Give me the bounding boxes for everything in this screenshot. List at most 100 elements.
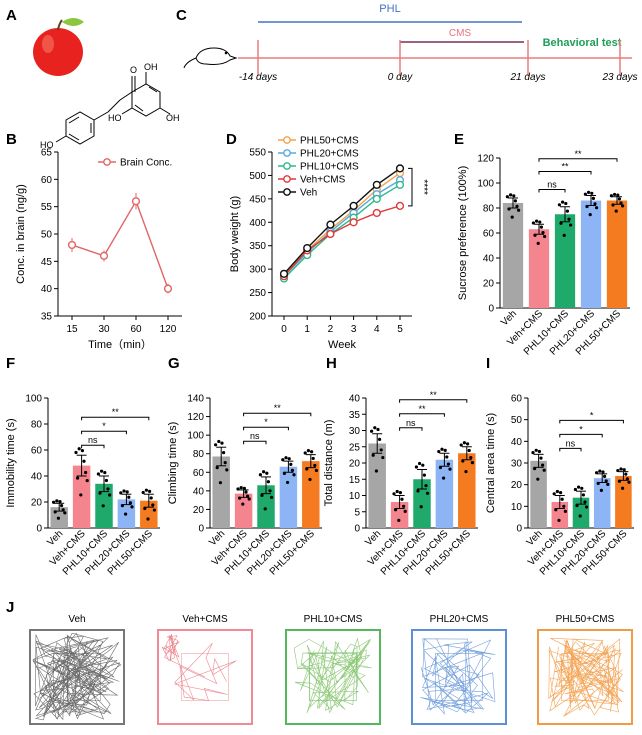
individual-point: [79, 493, 83, 497]
y-tick-label: 0: [516, 524, 522, 535]
y-axis-label: Conc. in brain (ng/g): [15, 184, 27, 284]
y-tick-label: 140: [187, 394, 204, 405]
individual-point: [627, 480, 631, 484]
bar: [234, 493, 253, 528]
individual-point: [303, 451, 307, 455]
individual-point: [564, 201, 568, 206]
individual-point: [604, 479, 608, 483]
individual-point: [270, 495, 274, 499]
x-tick-label: 1: [304, 324, 310, 335]
y-tick-label: 20: [31, 498, 43, 509]
individual-point: [625, 477, 630, 481]
y-tick-label: 20: [511, 480, 523, 491]
individual-point: [603, 474, 607, 478]
x-tick-label: 3: [351, 324, 357, 335]
individual-point: [308, 477, 312, 482]
experiment-timeline: PHL CMS Behavioral test -14 days 0 day 2…: [183, 3, 638, 83]
significance-bracket: [538, 158, 618, 162]
individual-point: [616, 193, 620, 197]
individual-point: [246, 494, 250, 498]
y-axis-label: Central area time (s): [485, 413, 497, 513]
y-tick-label: 40: [349, 394, 361, 405]
arena-outline: [29, 629, 125, 725]
individual-point: [613, 192, 617, 197]
individual-point: [621, 204, 625, 208]
individual-point: [567, 217, 571, 221]
x-tick-label: 2: [328, 324, 334, 335]
individual-point: [470, 461, 474, 465]
y-tick-label: 5: [354, 507, 360, 518]
panel-label-i: I: [486, 355, 490, 372]
individual-point: [614, 209, 618, 213]
arena-outline: [285, 629, 381, 725]
individual-point: [587, 190, 591, 194]
y-axis-label: Sucrose preference (100%): [457, 166, 469, 301]
individual-point: [469, 455, 473, 460]
legend-marker: [283, 149, 291, 157]
y-tick-label: 120: [187, 412, 204, 423]
track-title: PHL20+CMS: [430, 614, 489, 625]
y-tick-label: 35: [41, 312, 53, 323]
legend-marker: [283, 162, 291, 170]
individual-point: [598, 469, 602, 473]
individual-point: [376, 427, 380, 432]
legend-marker: [283, 175, 291, 183]
svg-text:O: O: [130, 65, 137, 75]
significance-label: **: [418, 404, 426, 414]
individual-point: [392, 492, 396, 496]
significance-label: ns: [547, 180, 557, 190]
individual-point: [103, 470, 107, 475]
significance-bracket: [243, 440, 267, 445]
y-tick-label: 60: [511, 394, 523, 405]
individual-point: [402, 504, 406, 508]
y-tick-label: 0: [36, 524, 42, 535]
arena-outline: [411, 629, 507, 725]
individual-point: [539, 225, 544, 229]
legend-label: PHL50+CMS: [300, 136, 359, 147]
individual-point: [56, 516, 61, 520]
individual-point: [424, 484, 428, 488]
individual-point: [617, 197, 622, 201]
svg-text:OH: OH: [144, 62, 158, 72]
y-tick-label: 0: [488, 304, 494, 315]
individual-point: [599, 488, 604, 492]
y-tick-label: 10: [349, 491, 361, 502]
behavioral-test-label: Behavioral test: [543, 37, 622, 49]
individual-point: [80, 449, 84, 453]
day-label-start: -14 days: [239, 72, 277, 83]
y-tick-label: 55: [41, 202, 53, 213]
individual-point: [557, 203, 562, 207]
y-tick-label: 200: [249, 312, 266, 323]
y-tick-label: 25: [349, 442, 361, 453]
significance-label: ns: [406, 418, 416, 428]
individual-point: [533, 233, 537, 237]
data-point: [303, 243, 312, 253]
individual-point: [414, 465, 418, 469]
individual-point: [596, 481, 600, 485]
arena-outline: [157, 629, 253, 725]
individual-point: [258, 473, 262, 477]
individual-point: [244, 490, 248, 494]
individual-point: [541, 463, 545, 467]
individual-point: [531, 451, 535, 455]
x-tick-label: 30: [98, 324, 110, 335]
individual-point: [543, 234, 547, 239]
individual-point: [108, 493, 112, 497]
individual-point: [624, 472, 628, 476]
individual-point: [418, 461, 422, 466]
svg-text:OH: OH: [166, 113, 180, 123]
individual-point: [606, 482, 610, 487]
individual-point: [52, 500, 56, 504]
individual-point: [125, 490, 129, 494]
individual-point: [559, 221, 563, 225]
individual-point: [560, 497, 564, 501]
individual-point: [239, 486, 243, 490]
data-point: [326, 220, 335, 229]
data-point: [372, 194, 381, 203]
y-tick-label: 20: [483, 279, 495, 290]
y-tick-label: 100: [477, 179, 494, 190]
significance-label: **: [430, 390, 438, 400]
individual-point: [55, 499, 59, 503]
